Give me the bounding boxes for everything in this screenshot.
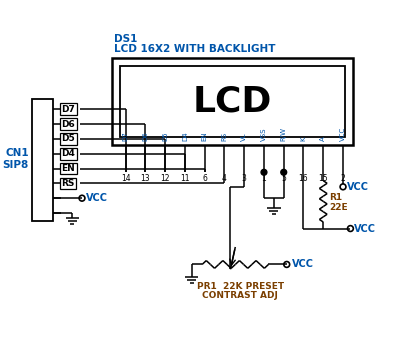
Text: D7: D7 [123, 131, 129, 141]
Text: 13: 13 [141, 174, 150, 183]
Text: LCD: LCD [193, 84, 272, 118]
Text: PR1  22K PRESET: PR1 22K PRESET [197, 282, 284, 291]
Text: CONTRAST ADJ: CONTRAST ADJ [202, 291, 278, 300]
Text: 15: 15 [319, 174, 328, 183]
Text: D4: D4 [62, 149, 76, 158]
Text: 2: 2 [341, 174, 345, 183]
Text: 12: 12 [160, 174, 170, 183]
Text: 22E: 22E [329, 203, 348, 212]
Text: D4: D4 [182, 132, 188, 141]
Text: 11: 11 [180, 174, 190, 183]
Text: SIP8: SIP8 [2, 160, 29, 170]
Text: DS1: DS1 [114, 34, 137, 44]
Text: 1: 1 [262, 174, 266, 183]
Text: LCD 16X2 WITH BACKLIGHT: LCD 16X2 WITH BACKLIGHT [114, 44, 276, 54]
Text: 16: 16 [299, 174, 308, 183]
Text: VSS: VSS [261, 128, 267, 141]
Text: VL: VL [241, 132, 247, 141]
Bar [31, 100, 53, 221]
Text: VCC: VCC [354, 224, 376, 233]
Text: RS: RS [221, 132, 227, 141]
Text: RS: RS [62, 179, 75, 188]
Circle shape [261, 169, 267, 175]
Text: VCC: VCC [292, 260, 314, 269]
Circle shape [281, 169, 287, 175]
Text: VCC: VCC [347, 182, 369, 192]
Text: 6: 6 [202, 174, 207, 183]
Text: D6: D6 [142, 131, 148, 141]
Text: VCC: VCC [86, 193, 108, 203]
Text: R1: R1 [329, 193, 342, 202]
Text: 14: 14 [121, 174, 130, 183]
Text: D7: D7 [62, 105, 76, 114]
Text: 4: 4 [222, 174, 227, 183]
Text: D5: D5 [162, 132, 168, 141]
Text: 5: 5 [281, 174, 286, 183]
Bar [120, 66, 345, 137]
Text: VCC: VCC [340, 127, 346, 141]
Text: K: K [301, 137, 306, 141]
Text: R/W: R/W [281, 127, 287, 141]
Text: D6: D6 [62, 119, 75, 129]
Text: D5: D5 [62, 134, 75, 143]
Bar [112, 58, 353, 145]
Text: CN1: CN1 [5, 148, 29, 158]
Text: EN: EN [202, 132, 208, 141]
Text: A: A [320, 136, 326, 141]
Text: 3: 3 [242, 174, 247, 183]
Text: EN: EN [62, 164, 75, 173]
